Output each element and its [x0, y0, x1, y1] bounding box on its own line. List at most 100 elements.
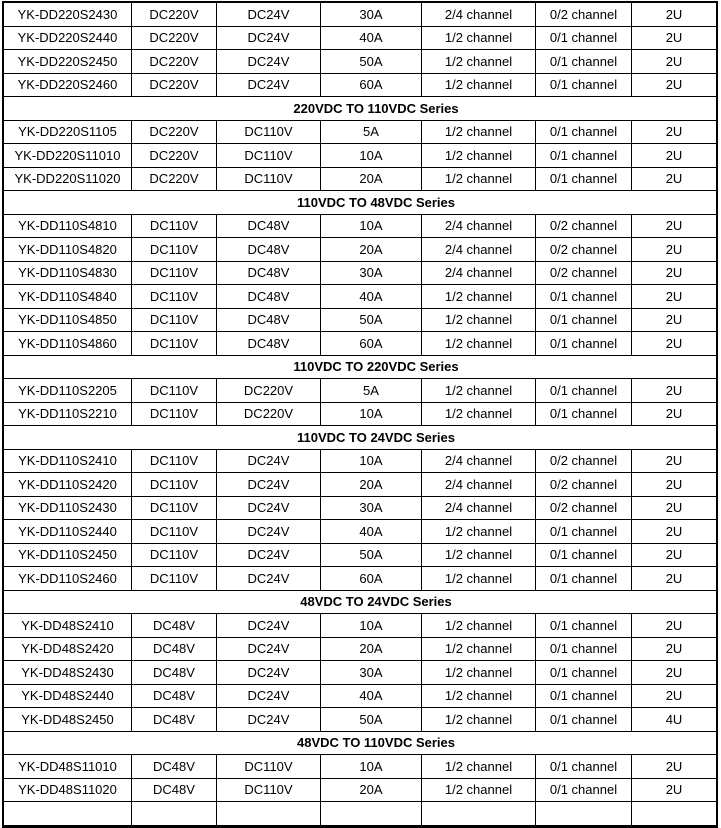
model-cell: YK-DD110S4810 — [4, 214, 132, 238]
output-voltage-cell: DC24V — [217, 637, 321, 661]
input-voltage-cell: DC220V — [132, 120, 217, 144]
model-cell: YK-DD110S2440 — [4, 520, 132, 544]
size-cell: 2U — [632, 755, 716, 779]
channel-config-b-cell: 0/1 channel — [536, 50, 632, 74]
model-cell: YK-DD48S2440 — [4, 684, 132, 708]
current-cell: 20A — [321, 238, 422, 262]
size-cell: 2U — [632, 215, 716, 238]
channel-config-b-cell: 0/2 channel — [536, 261, 632, 285]
channel-config-b-cell: 0/1 channel — [536, 285, 632, 309]
output-voltage-cell: DC24V — [217, 449, 321, 473]
channel-config-a-cell: 1/2 channel — [422, 708, 536, 732]
input-voltage-cell: DC110V — [132, 402, 217, 426]
size-cell: 2U — [632, 144, 716, 168]
output-voltage-cell: DC24V — [217, 520, 321, 544]
input-voltage-cell: DC110V — [132, 543, 217, 567]
channel-config-b-cell: 0/1 channel — [536, 26, 632, 50]
output-voltage-cell: DC48V — [217, 308, 321, 332]
channel-config-b-cell: 0/2 channel — [536, 3, 632, 27]
current-cell: 10A — [321, 449, 422, 473]
size-cell: 2U — [632, 285, 716, 309]
current-cell: 40A — [321, 520, 422, 544]
current-cell: 10A — [321, 214, 422, 238]
output-voltage-cell: DC24V — [217, 73, 321, 97]
model-cell: YK-DD110S2450 — [4, 543, 132, 567]
channel-config-a-cell: 1/2 channel — [422, 50, 536, 74]
channel-config-b-cell: 0/1 channel — [536, 73, 632, 97]
output-voltage-cell: DC24V — [217, 614, 321, 638]
model-cell: YK-DD220S11010 — [4, 144, 132, 168]
channel-config-a-cell: 1/2 channel — [422, 567, 536, 591]
output-voltage-cell: DC110V — [217, 755, 321, 779]
size-cell: 2U — [632, 121, 716, 144]
output-voltage-cell: DC24V — [217, 496, 321, 520]
output-voltage-cell: DC220V — [217, 379, 321, 403]
model-cell: YK-DD48S11010 — [4, 755, 132, 779]
model-cell: YK-DD220S2440 — [4, 26, 132, 50]
size-cell: 2U — [632, 379, 716, 403]
input-voltage-cell: DC48V — [132, 661, 217, 685]
size-cell: 2U — [632, 403, 716, 426]
current-cell: 5A — [321, 120, 422, 144]
model-cell: YK-DD110S2460 — [4, 567, 132, 591]
size-cell: 2U — [632, 779, 716, 802]
model-cell: YK-DD220S2460 — [4, 73, 132, 97]
channel-config-a-cell: 1/2 channel — [422, 614, 536, 638]
channel-config-a-cell: 2/4 channel — [422, 261, 536, 285]
channel-config-b-cell: 0/2 channel — [536, 449, 632, 473]
input-voltage-cell: DC48V — [132, 708, 217, 732]
channel-config-b-cell: 0/1 channel — [536, 755, 632, 779]
channel-config-a-cell: 1/2 channel — [422, 167, 536, 191]
current-cell: 30A — [321, 3, 422, 27]
size-cell: 2U — [632, 520, 716, 544]
output-voltage-cell: DC24V — [217, 473, 321, 497]
input-voltage-cell: DC48V — [132, 778, 217, 802]
model-cell: YK-DD110S4830 — [4, 261, 132, 285]
size-cell: 2U — [632, 74, 716, 97]
model-cell: YK-DD110S4860 — [4, 332, 132, 356]
output-voltage-cell: DC48V — [217, 261, 321, 285]
channel-config-a-cell: 1/2 channel — [422, 26, 536, 50]
size-cell: 2U — [632, 168, 716, 191]
input-voltage-cell: DC110V — [132, 473, 217, 497]
current-cell: 10A — [321, 144, 422, 168]
output-voltage-cell: DC24V — [217, 708, 321, 732]
size-cell: 2U — [632, 638, 716, 661]
channel-config-b-cell: 0/1 channel — [536, 684, 632, 708]
input-voltage-cell: DC110V — [132, 238, 217, 262]
input-voltage-cell: DC48V — [132, 684, 217, 708]
current-cell: 60A — [321, 567, 422, 591]
size-cell: 2U — [632, 473, 716, 497]
size-cell: 2U — [632, 567, 716, 591]
model-cell: YK-DD110S4840 — [4, 285, 132, 309]
output-voltage-cell: DC24V — [217, 50, 321, 74]
channel-config-b-cell: 0/1 channel — [536, 778, 632, 802]
output-voltage-cell: DC48V — [217, 332, 321, 356]
current-cell: 50A — [321, 708, 422, 732]
input-voltage-cell: DC220V — [132, 50, 217, 74]
input-voltage-cell: DC110V — [132, 332, 217, 356]
input-voltage-cell: DC48V — [132, 755, 217, 779]
output-voltage-cell: DC48V — [217, 214, 321, 238]
current-cell: 40A — [321, 684, 422, 708]
model-cell: YK-DD220S2430 — [4, 3, 132, 27]
input-voltage-cell: DC220V — [132, 167, 217, 191]
model-cell: YK-DD110S2420 — [4, 473, 132, 497]
output-voltage-cell: DC24V — [217, 26, 321, 50]
current-cell: 10A — [321, 755, 422, 779]
output-voltage-cell: DC110V — [217, 778, 321, 802]
current-cell: 20A — [321, 473, 422, 497]
current-cell: 30A — [321, 261, 422, 285]
model-cell: YK-DD110S4850 — [4, 308, 132, 332]
output-voltage-cell: DC24V — [217, 543, 321, 567]
channel-config-a-cell: 1/2 channel — [422, 379, 536, 403]
channel-config-a-cell: 2/4 channel — [422, 496, 536, 520]
model-cell: YK-DD48S2450 — [4, 708, 132, 732]
current-cell: 50A — [321, 308, 422, 332]
section-header: 110VDC TO 220VDC Series — [4, 356, 716, 379]
current-cell: 60A — [321, 332, 422, 356]
size-cell: 2U — [632, 614, 716, 638]
channel-config-b-cell: 0/1 channel — [536, 637, 632, 661]
input-voltage-cell: DC110V — [132, 214, 217, 238]
